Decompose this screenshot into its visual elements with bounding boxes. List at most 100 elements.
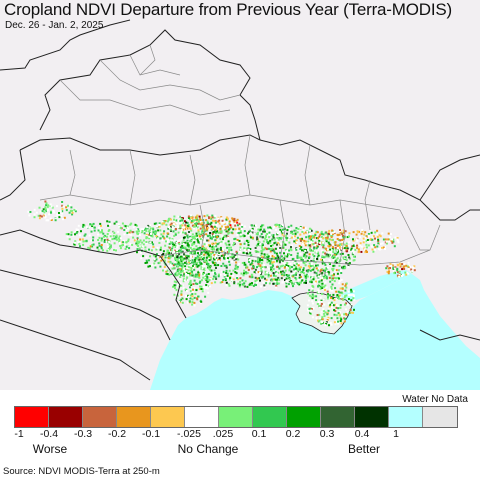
cropland-pixel: [272, 278, 275, 281]
cropland-pixel: [332, 246, 334, 249]
cropland-pixel: [206, 255, 209, 258]
cropland-pixel: [336, 317, 339, 320]
cropland-pixel: [321, 321, 323, 323]
cropland-pixel: [91, 244, 94, 246]
cropland-pixel: [318, 305, 321, 307]
cropland-pixel: [287, 265, 290, 267]
cropland-pixel: [315, 295, 318, 298]
cropland-pixel: [230, 221, 233, 224]
cropland-pixel: [343, 296, 346, 299]
cropland-pixel: [254, 268, 257, 271]
cropland-pixel: [139, 245, 142, 248]
cropland-pixel: [315, 272, 318, 275]
cropland-pixel: [206, 220, 209, 223]
cropland-pixel: [203, 240, 206, 242]
cropland-pixel: [82, 240, 85, 243]
cropland-pixel: [314, 282, 317, 285]
cropland-pixel: [329, 322, 332, 325]
cropland-pixel: [227, 240, 230, 243]
cropland-pixel: [192, 288, 194, 291]
cropland-pixel: [207, 225, 210, 228]
cropland-pixel: [188, 264, 191, 267]
cropland-pixel: [185, 221, 188, 224]
cropland-pixel: [166, 273, 169, 276]
cropland-pixel: [304, 275, 307, 278]
cropland-pixel: [227, 236, 230, 239]
cropland-pixel: [185, 262, 188, 265]
cropland-pixel: [28, 214, 31, 217]
cropland-pixel: [299, 238, 302, 240]
cropland-pixel: [403, 262, 406, 265]
cropland-pixel: [29, 211, 32, 213]
cropland-pixel: [364, 251, 367, 254]
cropland-pixel: [186, 242, 189, 245]
cropland-pixel: [207, 291, 210, 294]
cropland-pixel: [269, 241, 272, 244]
cropland-pixel: [88, 226, 91, 229]
cropland-pixel: [329, 247, 332, 250]
cropland-pixel: [275, 223, 278, 226]
cropland-pixel: [131, 231, 134, 234]
cropland-pixel: [351, 245, 354, 248]
cropland-pixel: [269, 250, 272, 253]
cropland-pixel: [270, 268, 273, 271]
cropland-pixel: [228, 246, 231, 249]
cropland-pixel: [365, 246, 368, 249]
cropland-pixel: [233, 242, 236, 244]
cropland-pixel: [44, 208, 47, 211]
cropland-pixel: [99, 231, 102, 234]
cropland-pixel: [83, 234, 86, 237]
cropland-pixel: [283, 271, 286, 274]
cropland-pixel: [203, 256, 205, 259]
cropland-pixel: [283, 242, 286, 245]
cropland-pixel: [346, 311, 349, 314]
legend-swatch-no-data: [423, 407, 457, 427]
cropland-pixel: [217, 231, 220, 234]
cropland-pixel: [257, 271, 260, 274]
cropland-pixel: [224, 278, 227, 280]
cropland-pixel: [208, 267, 210, 270]
cropland-pixel: [272, 261, 275, 263]
cropland-pixel: [337, 322, 340, 325]
cropland-pixel: [367, 244, 370, 247]
cropland-pixel: [288, 236, 291, 239]
cropland-pixel: [322, 241, 325, 244]
cropland-pixel: [260, 225, 263, 228]
cropland-pixel: [329, 303, 332, 306]
cropland-pixel: [281, 270, 284, 273]
cropland-pixel: [348, 244, 350, 247]
cropland-pixel: [187, 246, 190, 249]
cropland-pixel: [319, 242, 322, 244]
cropland-pixel: [310, 269, 313, 271]
cropland-pixel: [334, 248, 337, 251]
cropland-pixel: [175, 292, 178, 295]
cropland-pixel: [346, 298, 349, 301]
cropland-pixel: [316, 241, 319, 244]
cropland-pixel: [197, 226, 199, 229]
legend-tick: -.025: [177, 428, 201, 440]
cropland-pixel: [281, 259, 284, 262]
cropland-pixel: [193, 225, 196, 228]
cropland-pixel: [285, 285, 288, 288]
cropland-pixel: [328, 243, 331, 246]
cropland-pixel: [257, 250, 260, 253]
cropland-pixel: [327, 309, 330, 312]
cropland-pixel: [137, 230, 140, 233]
cropland-pixel: [272, 282, 275, 285]
cropland-pixel: [167, 257, 170, 260]
cropland-pixel: [311, 293, 314, 296]
cropland-pixel: [336, 246, 339, 249]
cropland-pixel: [285, 277, 288, 280]
cropland-pixel: [216, 260, 219, 263]
cropland-pixel: [327, 254, 330, 257]
cropland-pixel: [226, 276, 229, 279]
cropland-pixel: [191, 298, 194, 301]
cropland-pixel: [390, 233, 392, 236]
cropland-pixel: [307, 292, 310, 295]
cropland-pixel: [320, 272, 323, 275]
cropland-pixel: [304, 227, 307, 230]
cropland-pixel: [222, 270, 225, 273]
cropland-pixel: [263, 286, 266, 288]
cropland-pixel: [277, 282, 280, 285]
cropland-pixel: [304, 254, 307, 257]
